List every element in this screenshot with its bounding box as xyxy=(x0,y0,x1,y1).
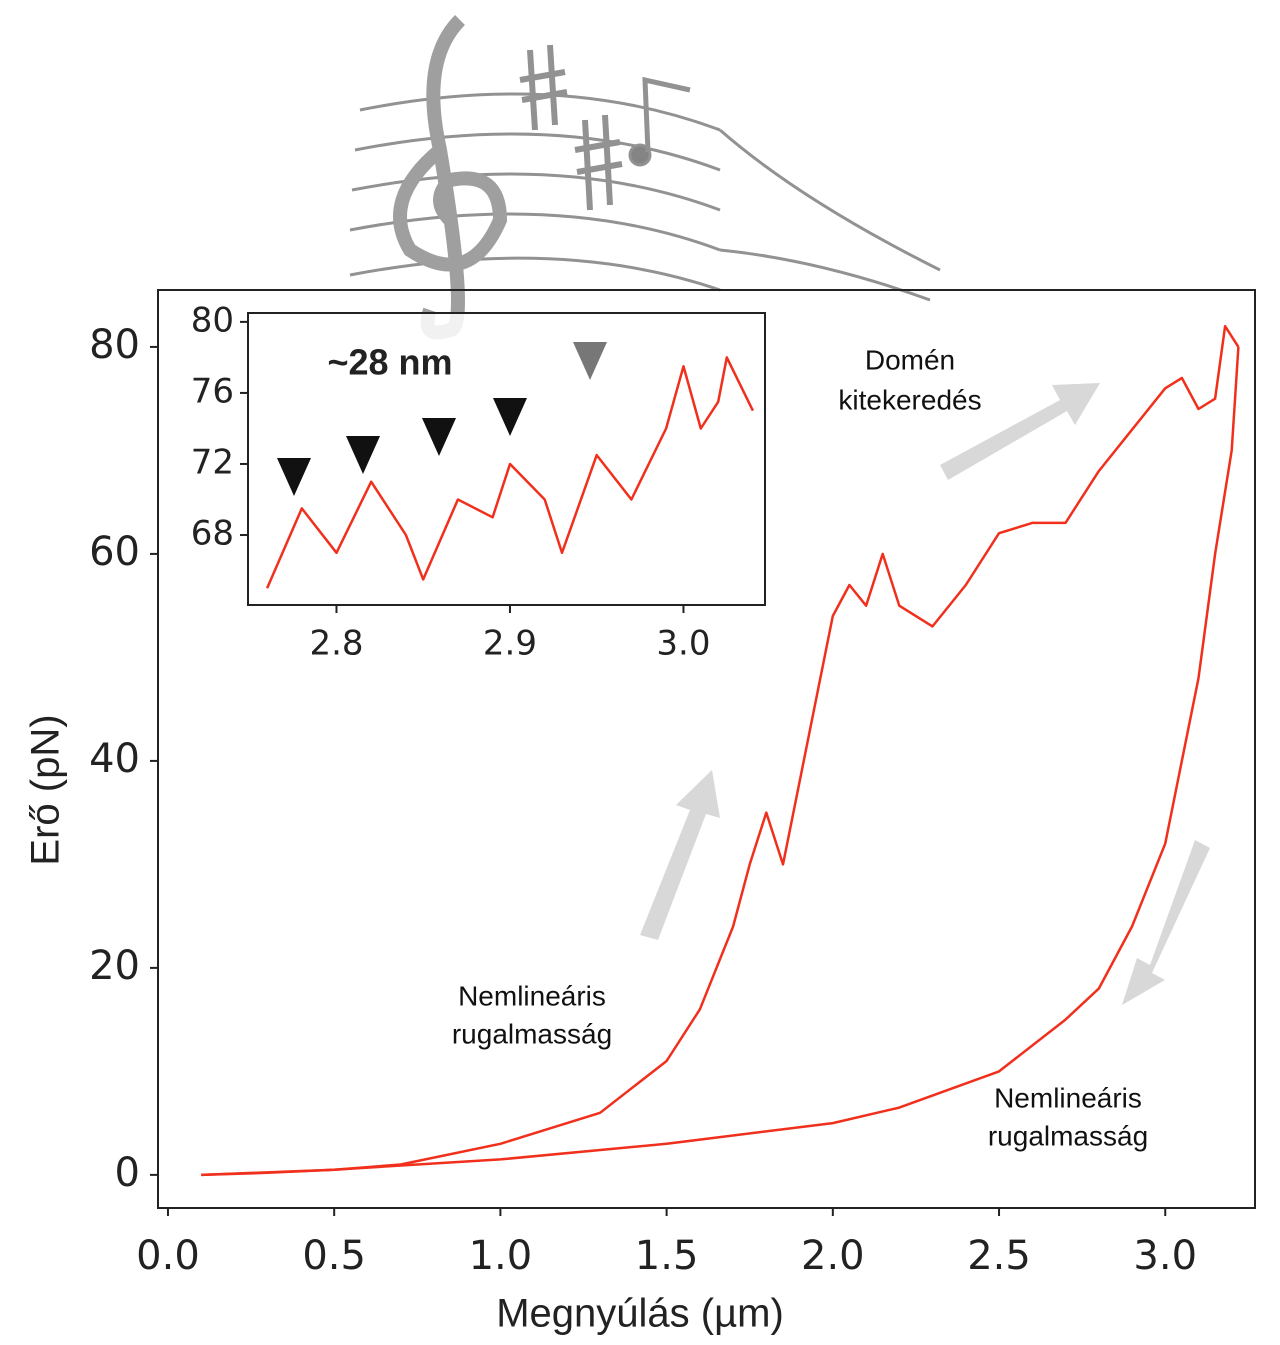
y-tick-label: 72 xyxy=(191,442,234,482)
x-tick-label: 2.9 xyxy=(483,624,537,664)
annotation: Domén xyxy=(865,344,955,375)
x-axis-label: Megnyúlás (µm) xyxy=(496,1292,784,1336)
peak-marker xyxy=(346,436,380,474)
annotation: Nemlineáris xyxy=(458,980,606,1011)
y-tick-label: 60 xyxy=(89,529,140,575)
x-tick-label: 0.0 xyxy=(136,1233,200,1279)
music-decoration xyxy=(349,15,941,340)
peak-marker xyxy=(422,418,456,456)
peak-marker xyxy=(493,398,527,436)
annotation: kitekeredés xyxy=(838,384,981,415)
x-tick-label: 3.0 xyxy=(1133,1233,1197,1279)
y-tick-label: 80 xyxy=(89,322,140,368)
data-line xyxy=(201,324,1240,1177)
annotation: Nemlineáris xyxy=(994,1082,1142,1113)
peak-marker xyxy=(573,342,607,380)
data-line xyxy=(265,356,755,589)
annotation: rugalmasság xyxy=(988,1120,1148,1151)
plot-frame xyxy=(247,312,766,606)
x-tick-label: 3.0 xyxy=(656,624,710,664)
x-tick-label: 2.5 xyxy=(967,1233,1031,1279)
x-tick-label: 0.5 xyxy=(302,1233,366,1279)
plot-frame xyxy=(157,289,1256,1209)
x-tick-label: 2.8 xyxy=(309,624,363,664)
y-tick-label: 80 xyxy=(191,300,234,340)
y-tick-label: 68 xyxy=(191,514,234,554)
arrows xyxy=(640,383,1210,1005)
x-tick-label: 1.5 xyxy=(635,1233,699,1279)
y-axis-label: Erő (pN) xyxy=(24,714,68,865)
annotation: ~28 nm xyxy=(327,342,452,383)
annotation: rugalmasság xyxy=(452,1018,612,1049)
x-tick-label: 1.0 xyxy=(469,1233,533,1279)
data-line xyxy=(201,346,1240,1177)
y-tick-label: 0 xyxy=(115,1150,140,1196)
y-tick-label: 40 xyxy=(89,736,140,782)
y-tick-label: 76 xyxy=(191,371,234,411)
peak-marker xyxy=(277,458,311,496)
x-tick-label: 2.0 xyxy=(801,1233,865,1279)
y-tick-label: 20 xyxy=(89,943,140,989)
